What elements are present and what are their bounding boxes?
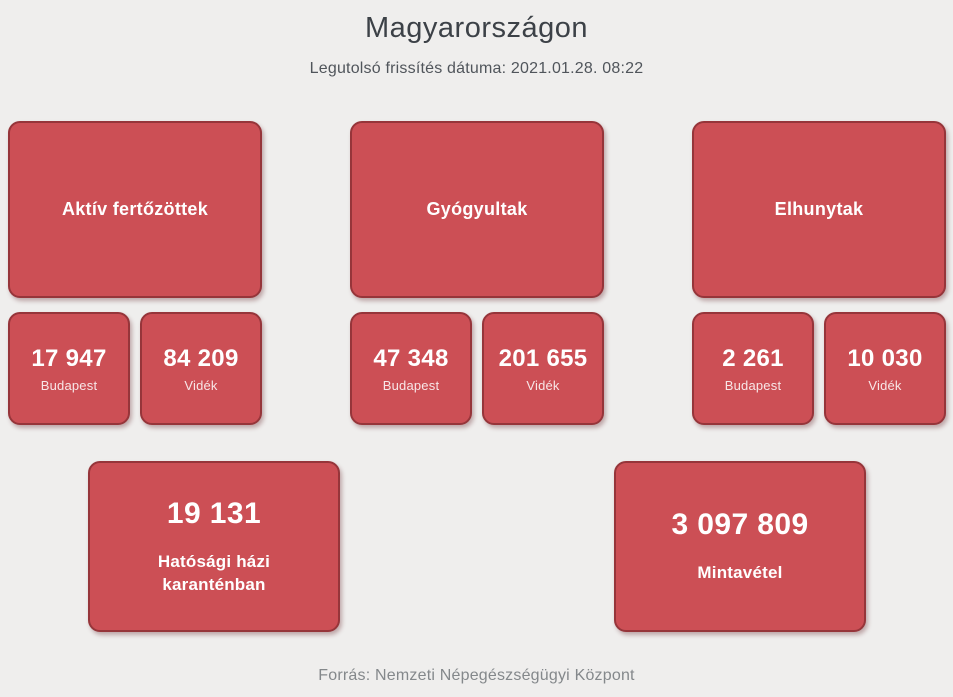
samples-card: 3 097 809 Mintavétel: [614, 461, 866, 632]
deceased-budapest-value: 2 261: [722, 344, 784, 372]
deceased-card: Elhunytak: [692, 121, 946, 298]
quarantine-card: 19 131 Hatósági házi karanténban: [88, 461, 340, 632]
deceased-budapest-label: Budapest: [724, 377, 782, 393]
last-updated-text: Legutolsó frissítés dátuma: 2021.01.28. …: [309, 60, 644, 77]
recovered-card: Gyógyultak: [350, 121, 604, 298]
recovered-videk-label: Vidék: [526, 377, 560, 393]
active-infected-budapest-value: 17 947: [31, 344, 107, 372]
recovered-videk-value: 201 655: [498, 344, 588, 372]
recovered-budapest-value: 47 348: [373, 344, 449, 372]
deceased-videk-value: 10 030: [847, 344, 923, 372]
recovered-budapest-card: 47 348 Budapest: [350, 312, 472, 425]
active-infected-videk-card: 84 209 Vidék: [140, 312, 262, 425]
active-infected-videk-label: Vidék: [184, 377, 218, 393]
active-infected-budapest-card: 17 947 Budapest: [8, 312, 130, 425]
recovered-videk-card: 201 655 Vidék: [482, 312, 604, 425]
active-infected-card: Aktív fertőzöttek: [8, 121, 262, 298]
deceased-label: Elhunytak: [774, 199, 864, 219]
deceased-budapest-card: 2 261 Budapest: [692, 312, 814, 425]
page-title: Magyarországon: [365, 12, 588, 44]
recovered-budapest-label: Budapest: [382, 377, 440, 393]
active-infected-videk-value: 84 209: [163, 344, 239, 372]
active-infected-label: Aktív fertőzöttek: [61, 199, 209, 219]
samples-value: 3 097 809: [671, 508, 809, 542]
quarantine-value: 19 131: [166, 497, 262, 531]
source-text: Forrás: Nemzeti Népegészségügyi Központ: [318, 667, 635, 684]
deceased-videk-label: Vidék: [868, 377, 902, 393]
recovered-label: Gyógyultak: [426, 199, 528, 219]
active-infected-budapest-label: Budapest: [40, 377, 98, 393]
quarantine-label: Hatósági házi karanténban: [157, 552, 271, 594]
samples-label: Mintavétel: [697, 563, 783, 583]
deceased-videk-card: 10 030 Vidék: [824, 312, 946, 425]
